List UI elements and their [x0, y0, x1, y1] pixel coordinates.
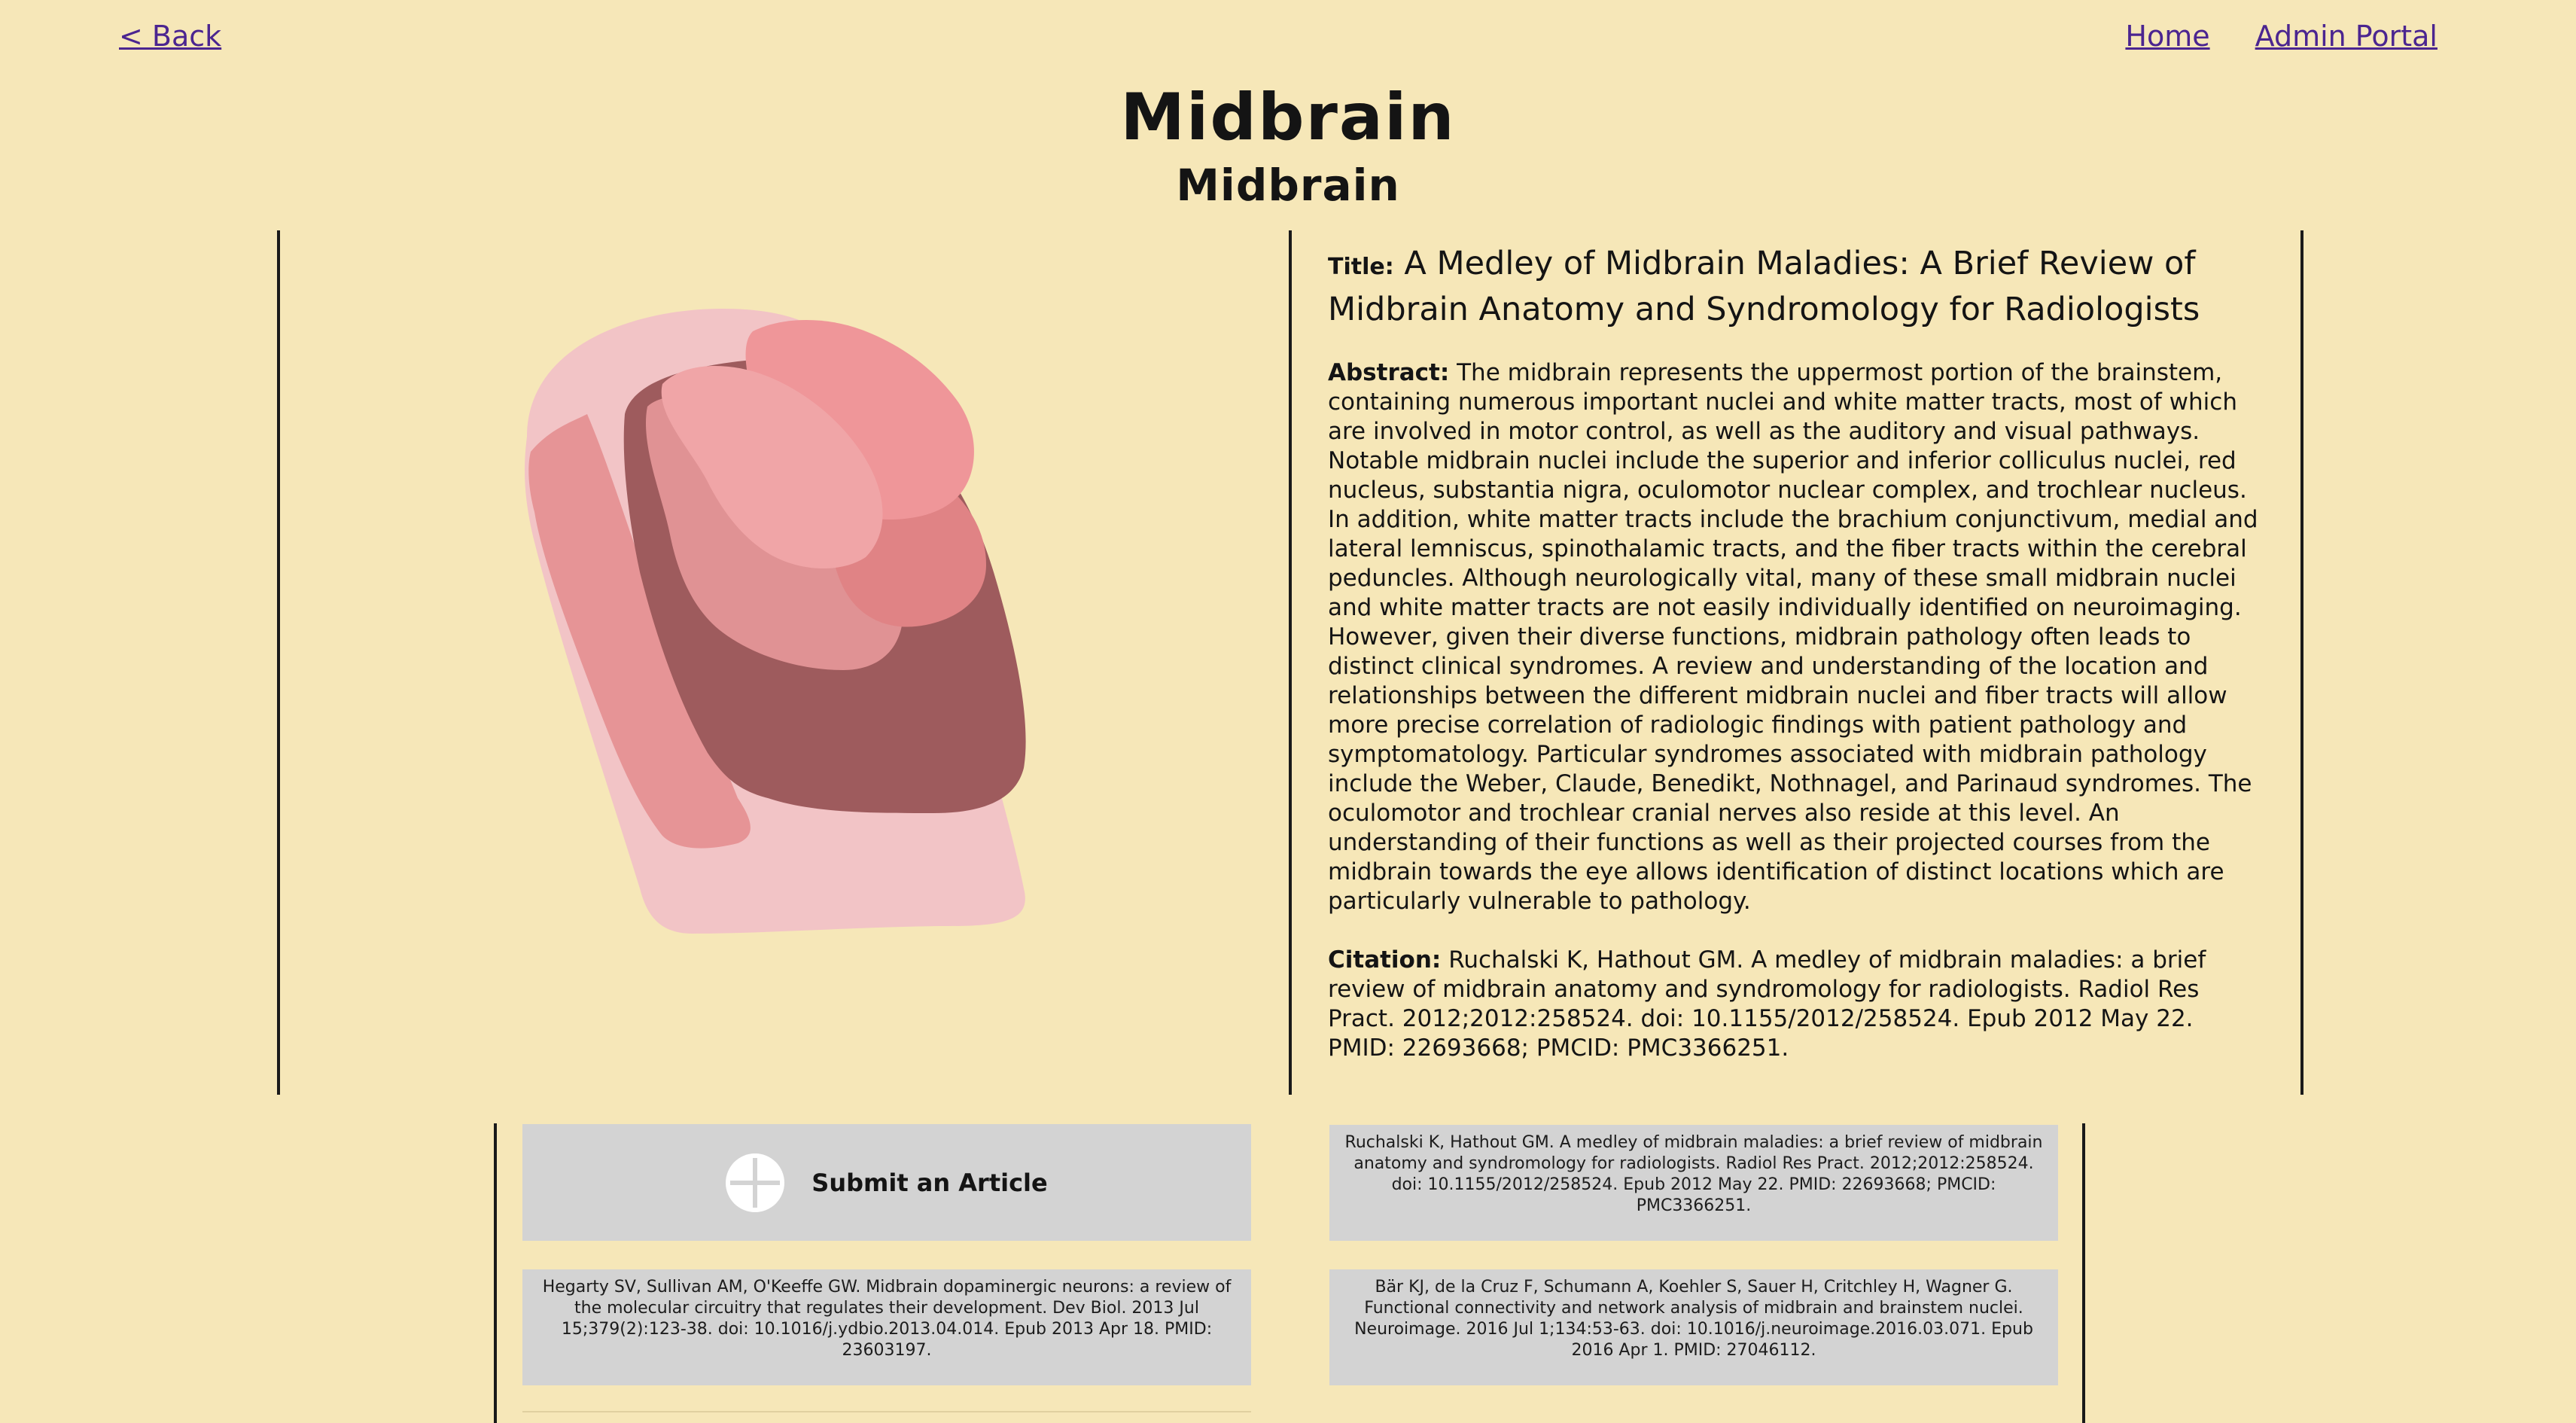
- page-subtitle: Midbrain: [1176, 160, 1400, 211]
- article-abstract: Abstract: The midbrain represents the up…: [1328, 358, 2261, 916]
- citation-text: Ruchalski K, Hathout GM. A medley of mid…: [1328, 946, 2206, 1062]
- lower-divider-left: [494, 1123, 497, 1423]
- top-nav: Home Admin Portal: [2125, 20, 2437, 53]
- title-label: Title:: [1328, 254, 1394, 280]
- article-title: Title: A Medley of Midbrain Maladies: A …: [1328, 242, 2261, 331]
- admin-portal-link[interactable]: Admin Portal: [2255, 20, 2437, 53]
- citation-label: Citation:: [1328, 946, 1442, 974]
- reference-card[interactable]: Ruchalski K, Hathout GM. A medley of mid…: [1329, 1125, 2058, 1241]
- article-panel: Title: A Medley of Midbrain Maladies: A …: [1328, 242, 2261, 1063]
- midbrain-illustration: [525, 309, 1026, 934]
- submit-article-label: Submit an Article: [811, 1168, 1048, 1197]
- page-title: Midbrain: [1120, 80, 1456, 155]
- divider-left: [277, 230, 280, 1095]
- article-title-text: A Medley of Midbrain Maladies: A Brief R…: [1328, 245, 2200, 328]
- left-lobe: [528, 414, 751, 849]
- abstract-label: Abstract:: [1328, 359, 1450, 386]
- divider-center: [1289, 230, 1292, 1095]
- bottom-rule: [522, 1411, 1251, 1412]
- upper-left-region: [661, 366, 883, 568]
- divider-right: [2300, 230, 2303, 1095]
- lower-divider-right: [2082, 1123, 2085, 1423]
- submit-article-button[interactable]: Submit an Article: [522, 1124, 1251, 1241]
- reference-card[interactable]: Bär KJ, de la Cruz F, Schumann A, Koehle…: [1329, 1269, 2058, 1385]
- abstract-text: The midbrain represents the uppermost po…: [1328, 359, 2258, 915]
- plus-circle-icon: [726, 1153, 785, 1212]
- reference-card[interactable]: Hegarty SV, Sullivan AM, O'Keeffe GW. Mi…: [522, 1269, 1251, 1385]
- article-citation: Citation: Ruchalski K, Hathout GM. A med…: [1328, 946, 2261, 1063]
- home-link[interactable]: Home: [2125, 20, 2210, 53]
- back-link[interactable]: < Back: [119, 20, 222, 53]
